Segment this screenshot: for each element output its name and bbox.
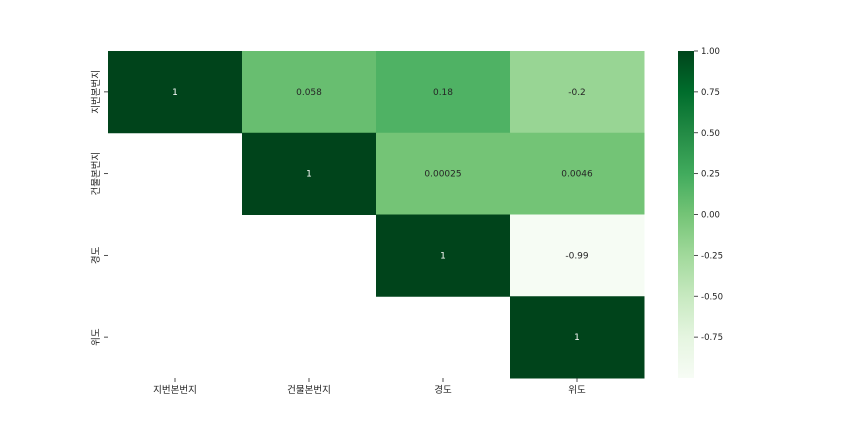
y-tick-label: 경도 [90,246,102,264]
cell-annotation: -0.2 [568,88,586,98]
heatmap-cell [376,132,511,215]
cell-annotation: 1 [306,170,312,180]
colorbar-tick-label: -0.75 [701,333,723,343]
cell-annotation: 0.058 [296,88,322,98]
cell-annotation: 0.0046 [561,170,593,180]
cell-annotation: 1 [574,333,580,343]
heatmap-cell [242,51,377,134]
y-tick-label: 위도 [90,328,102,346]
heatmap-cell [376,214,511,297]
heatmap-cell [242,132,377,215]
x-tick-label: 위도 [568,384,586,396]
y-tick-label: 건물본번지 [91,152,102,196]
x-tick-label: 경도 [434,384,452,396]
colorbar-tick-label: 0.25 [701,170,720,180]
cell-annotation: 0.18 [433,88,453,98]
heatmap-cell [510,132,645,215]
heatmap-cells [108,51,645,379]
heatmap-cell [108,51,243,134]
heatmap-cell [376,51,511,134]
heatmap-cell [510,51,645,134]
heatmap-cell [510,214,645,297]
x-axis: 지번본번지 건물본번지 경도 위도 [153,378,586,396]
y-tick-label: 지번본번지 [91,70,102,114]
cell-annotation: -0.99 [565,251,589,261]
colorbar-gradient [678,51,694,378]
x-tick-label: 건물본번지 [287,385,331,396]
heatmap-cell [510,296,645,379]
cell-annotation: 0.00025 [424,170,461,180]
colorbar: 1.00 0.75 0.50 0.25 0.00 -0.25 -0.50 -0.75 [678,47,723,378]
colorbar-tick-label: 0.00 [701,211,720,221]
heatmap-annotations: 1 0.058 0.18 -0.2 1 0.00025 0.0046 1 -0.99 1 [172,88,593,343]
colorbar-tick-label: 1.00 [701,47,720,57]
colorbar-tick-label: 0.75 [701,88,720,98]
x-tick-label: 지번본번지 [153,385,197,396]
colorbar-tick-label: 0.50 [701,129,720,139]
colorbar-tick-label: -0.25 [701,251,723,261]
colorbar-ticks: 1.00 0.75 0.50 0.25 0.00 -0.25 -0.50 -0.75 [694,47,723,343]
cell-annotation: 1 [440,251,446,261]
cell-annotation: 1 [172,88,178,98]
colorbar-tick-label: -0.50 [701,292,723,302]
